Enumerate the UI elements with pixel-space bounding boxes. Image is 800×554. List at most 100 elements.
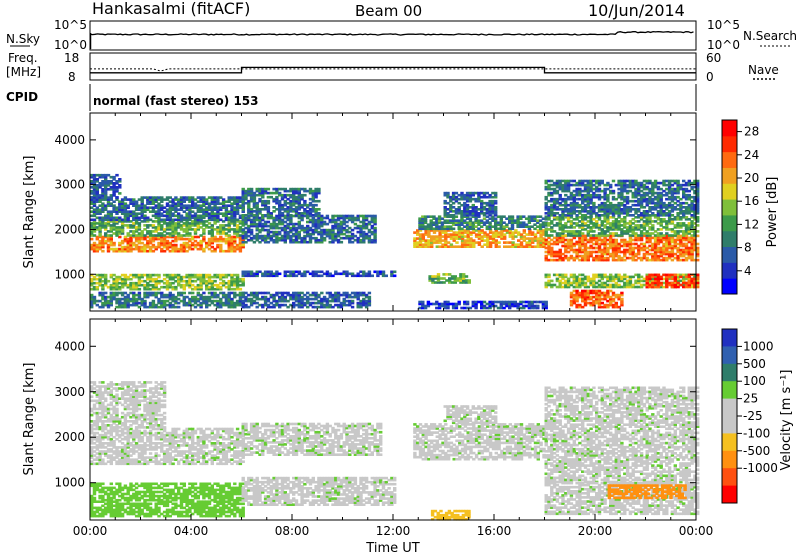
data-cell (95, 235, 99, 239)
data-cell (625, 250, 630, 254)
data-cell (463, 300, 467, 304)
data-cell (527, 302, 532, 306)
data-cell (286, 230, 290, 234)
data-cell (564, 208, 568, 211)
data-cell (311, 236, 315, 240)
data-cell (547, 214, 551, 217)
data-cell (362, 224, 366, 228)
data-cell (530, 302, 534, 306)
data-cell (555, 183, 560, 187)
data-cell (233, 214, 237, 218)
data-cell (280, 234, 285, 238)
data-cell (595, 206, 599, 209)
data-cell (104, 180, 108, 183)
data-cell (325, 303, 330, 307)
data-cell (522, 237, 526, 240)
data-cell (637, 220, 641, 223)
data-cell (583, 222, 588, 225)
data-cell (631, 254, 635, 258)
data-cell (233, 247, 237, 251)
data-cell (317, 224, 321, 228)
data-cell (336, 295, 341, 299)
data-cell (263, 191, 268, 195)
data-cell (581, 234, 585, 238)
data-cell (541, 304, 546, 308)
data-cell (196, 247, 200, 251)
data-cell (448, 281, 452, 284)
data-cell (497, 231, 501, 234)
data-cell (219, 239, 223, 243)
data-cell (572, 208, 576, 211)
data-cell (659, 234, 663, 237)
data-cell (486, 235, 490, 238)
data-cell (238, 234, 243, 237)
data-cell (581, 244, 585, 248)
data-cell (317, 189, 321, 193)
data-cell (684, 236, 689, 240)
data-cell (350, 272, 355, 276)
data-cell (132, 283, 136, 287)
data-cell (233, 222, 237, 225)
data-cell (345, 274, 349, 278)
data-cell (482, 300, 487, 304)
data-cell (456, 277, 460, 280)
data-cell (443, 193, 447, 197)
data-cell (350, 291, 355, 295)
data-cell (446, 229, 451, 232)
data-cell (263, 270, 268, 274)
data-cell (216, 245, 220, 249)
data-cell (522, 239, 526, 242)
data-cell (564, 197, 568, 201)
data-cell (101, 295, 105, 299)
data-cell (314, 238, 318, 242)
data-cell (353, 234, 358, 238)
data-cell (558, 208, 562, 211)
data-cell (289, 226, 293, 230)
data-cell (364, 293, 369, 297)
data-cell (595, 254, 599, 258)
data-cell (687, 218, 691, 221)
data-cell (216, 198, 220, 201)
data-cell (451, 221, 456, 224)
data-cell (238, 299, 243, 303)
data-cell (451, 227, 456, 231)
data-cell (137, 247, 142, 251)
data-cell (224, 234, 229, 237)
data-cell (196, 226, 200, 229)
data-cell (205, 220, 209, 223)
data-cell (193, 305, 198, 309)
data-cell (631, 242, 635, 246)
data-cell (238, 279, 243, 283)
data-cell (474, 217, 478, 220)
data-cell (227, 243, 231, 247)
data-cell (471, 304, 475, 308)
data-cell (308, 226, 313, 230)
data-cell (247, 206, 251, 209)
data-cell (353, 218, 358, 222)
data-cell (129, 283, 133, 287)
nave-tick-low: 0 (706, 70, 714, 84)
data-cell (519, 302, 523, 306)
data-cell (345, 299, 349, 303)
data-cell (238, 277, 243, 281)
data-cell (676, 242, 680, 246)
data-cell (146, 241, 150, 245)
data-cell (104, 279, 108, 283)
data-cell (241, 293, 245, 297)
data-cell (233, 305, 237, 309)
data-cell (252, 206, 257, 209)
data-cell (165, 228, 170, 231)
data-cell (586, 252, 590, 256)
data-cell (92, 212, 97, 215)
data-cell (682, 222, 686, 225)
data-cell (221, 206, 226, 209)
data-cell (275, 197, 279, 201)
data-cell (266, 232, 271, 236)
data-cell (435, 225, 439, 228)
data-cell (92, 234, 97, 237)
data-cell (317, 187, 321, 191)
data-cell (241, 228, 245, 232)
data-cell (266, 240, 271, 244)
data-cell (578, 183, 582, 187)
data-cell (230, 222, 234, 225)
